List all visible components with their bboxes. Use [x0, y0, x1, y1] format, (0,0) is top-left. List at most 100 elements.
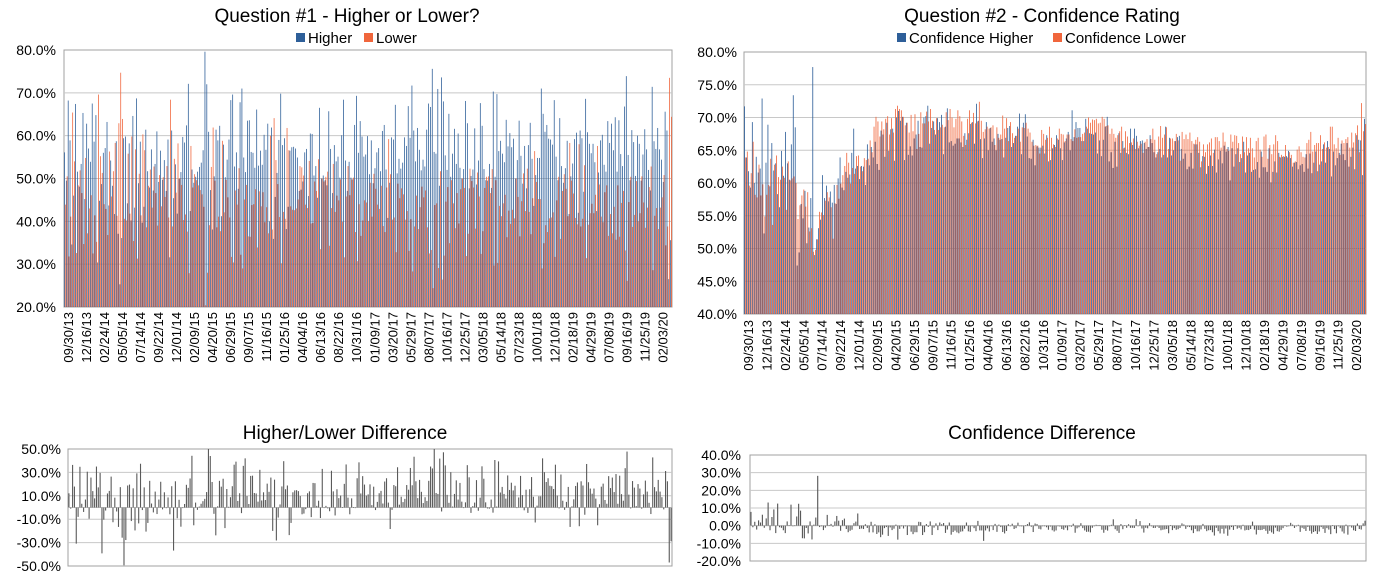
bar-lower [255, 189, 257, 307]
bar-lower [247, 236, 249, 307]
bar-lower [586, 258, 587, 307]
bar-confidence-higher [1299, 165, 1301, 314]
difference-bar [931, 525, 933, 536]
bar-confidence-lower [885, 118, 887, 314]
difference-bar [971, 525, 973, 527]
difference-bar [1047, 525, 1050, 530]
difference-bar [1061, 525, 1063, 530]
difference-bar [1248, 525, 1250, 531]
bar-confidence-higher [890, 129, 892, 314]
bar-confidence-lower [815, 249, 816, 314]
bar-confidence-higher [767, 124, 769, 314]
bar-lower [615, 239, 617, 307]
difference-bar [173, 507, 175, 551]
bar-confidence-lower [869, 140, 871, 314]
bar-confidence-higher [1143, 143, 1145, 314]
bar-lower [314, 181, 316, 307]
bar-higher [333, 145, 335, 307]
bar-higher [224, 177, 226, 307]
bar-lower [465, 256, 467, 307]
bar-higher [315, 166, 317, 307]
bar-lower [571, 180, 573, 307]
bar-confidence-lower [898, 108, 900, 315]
bar-higher [614, 117, 616, 307]
bar-confidence-higher [1301, 164, 1303, 314]
bar-lower [634, 214, 635, 307]
difference-bar [178, 499, 180, 508]
bar-confidence-lower [980, 120, 982, 315]
bar-lower [434, 205, 436, 307]
difference-bar [874, 524, 876, 526]
bar-confidence-higher [1340, 143, 1342, 314]
bar-confidence-lower [744, 157, 746, 314]
difference-bar [308, 491, 310, 508]
bar-lower [519, 236, 521, 307]
x-tick-label: 03/05/18 [1165, 320, 1180, 371]
difference-bar [906, 525, 908, 536]
bar-lower [417, 229, 419, 307]
bar-lower [356, 261, 358, 307]
bar-confidence-higher [1276, 172, 1278, 314]
bar-lower [537, 199, 539, 307]
bar-confidence-higher [1015, 135, 1016, 314]
higher-lower-chart: Question #1 - Higher or Lower? Higher Lo… [16, 6, 673, 363]
bar-confidence-lower [1021, 127, 1023, 314]
bar-higher [117, 233, 119, 307]
bar-confidence-lower [1171, 138, 1173, 314]
bar-higher [570, 176, 572, 307]
difference-bar [448, 502, 450, 508]
difference-bar [1198, 525, 1200, 532]
bar-lower [645, 227, 646, 307]
bar-confidence-higher [1241, 158, 1243, 314]
difference-bar [162, 507, 164, 510]
bar-lower [611, 233, 613, 307]
bar-confidence-higher [1309, 153, 1311, 314]
bar-confidence-higher [1297, 169, 1299, 314]
difference-bar [1051, 525, 1053, 531]
bar-confidence-higher [925, 116, 927, 314]
difference-bar [83, 507, 85, 512]
y-tick-label: -30.0% [17, 535, 61, 551]
bar-confidence-lower [1134, 148, 1136, 314]
y-axis-ticks: 80.0%75.0%70.0%65.0%60.0%55.0%50.0%45.0%… [697, 44, 737, 322]
bar-higher [208, 131, 210, 307]
bar-higher [592, 143, 594, 307]
bar-confidence-lower [776, 155, 777, 314]
bar-lower [552, 212, 554, 307]
difference-bar [400, 496, 402, 508]
difference-bar [1108, 525, 1111, 527]
difference-bar [1168, 525, 1170, 534]
bar-higher [590, 153, 592, 307]
bar-confidence-lower [1131, 142, 1132, 314]
bar-confidence-lower [840, 183, 842, 314]
difference-bar [305, 507, 307, 510]
bar-higher [385, 169, 387, 307]
difference-bar [832, 525, 834, 527]
bar-higher [481, 125, 483, 307]
bar-confidence-lower [1148, 146, 1150, 314]
bar-lower [334, 211, 336, 307]
bar-lower [560, 238, 561, 307]
bar-confidence-higher [748, 171, 749, 314]
y-axis-ticks: 50.0%30.0%10.0%-10.0%-30.0%-50.0% [17, 441, 61, 574]
difference-bar [182, 507, 184, 509]
bar-lower [539, 199, 541, 307]
difference-bar [556, 495, 558, 508]
bar-lower [160, 206, 162, 307]
bar-confidence-lower [861, 171, 863, 314]
bar-confidence-lower [1312, 151, 1314, 314]
difference-bar [268, 491, 270, 508]
difference-bar [206, 492, 208, 508]
bar-higher [546, 124, 548, 308]
bar-confidence-lower [1033, 145, 1035, 314]
bar-confidence-higher [1056, 135, 1057, 314]
difference-bar [114, 497, 116, 508]
bar-confidence-lower [1173, 141, 1175, 314]
difference-bar [1015, 525, 1017, 529]
bar-higher [572, 163, 574, 307]
bar-lower [345, 196, 347, 307]
bar-confidence-lower [1088, 117, 1089, 314]
bar-lower [563, 174, 565, 307]
bar-confidence-lower [1193, 143, 1195, 314]
